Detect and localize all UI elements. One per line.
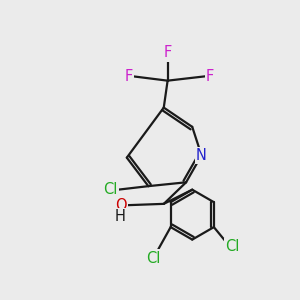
Text: N: N	[196, 148, 207, 163]
Text: O: O	[116, 198, 127, 213]
Text: F: F	[206, 68, 214, 83]
Text: Cl: Cl	[103, 182, 118, 197]
Text: F: F	[164, 45, 172, 60]
Text: Cl: Cl	[146, 250, 160, 266]
Text: Cl: Cl	[225, 239, 239, 254]
Text: H: H	[115, 209, 126, 224]
Text: F: F	[124, 68, 133, 83]
